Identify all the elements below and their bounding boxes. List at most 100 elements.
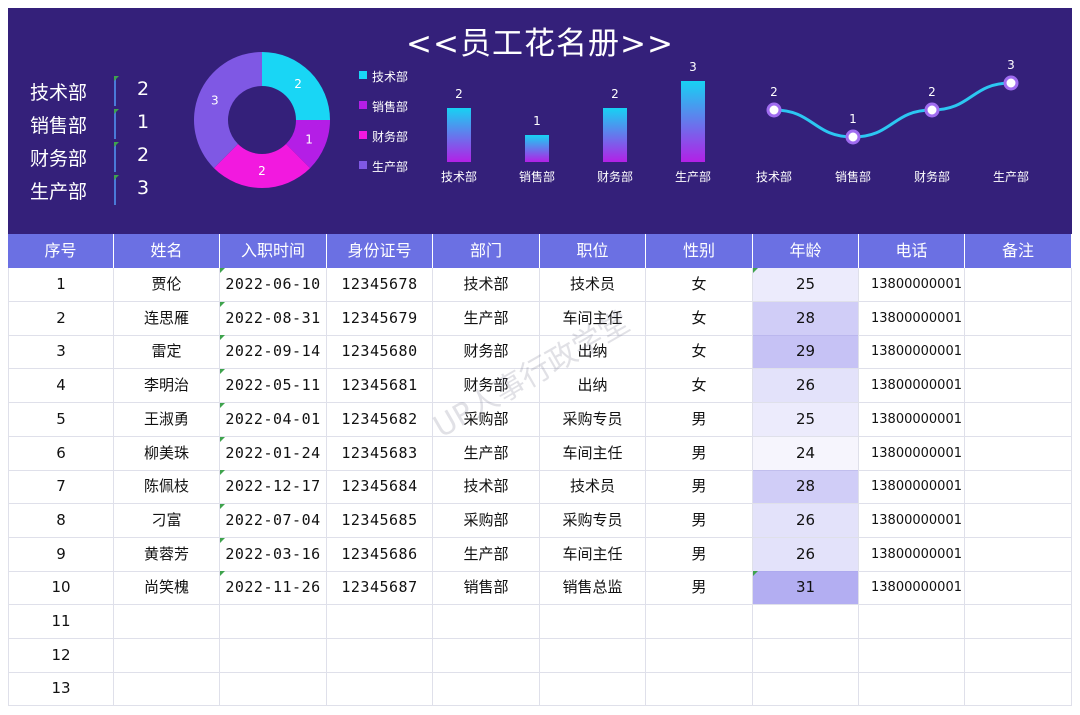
- cell-name[interactable]: 王淑勇: [114, 402, 220, 436]
- cell-age[interactable]: 24: [753, 436, 859, 470]
- cell-phone[interactable]: [859, 638, 965, 672]
- cell-index[interactable]: 8: [8, 503, 114, 537]
- cell-age[interactable]: 31: [753, 571, 859, 605]
- cell-index[interactable]: 2: [8, 301, 114, 335]
- col-header-department[interactable]: 部门: [433, 234, 540, 268]
- cell-index[interactable]: 1: [8, 268, 114, 301]
- col-header-phone[interactable]: 电话: [859, 234, 965, 268]
- cell-index[interactable]: 13: [8, 672, 114, 706]
- cell-gender[interactable]: 男: [646, 436, 753, 470]
- cell-age[interactable]: 25: [753, 268, 859, 301]
- cell-hire-date[interactable]: [220, 638, 327, 672]
- cell-name[interactable]: [114, 672, 220, 706]
- col-header-position[interactable]: 职位: [540, 234, 646, 268]
- cell-department[interactable]: [433, 605, 540, 638]
- cell-phone[interactable]: 13800000001: [859, 503, 965, 537]
- cell-position[interactable]: [540, 672, 646, 706]
- cell-gender[interactable]: [646, 638, 753, 672]
- cell-position[interactable]: 技术员: [540, 268, 646, 301]
- cell-gender[interactable]: 女: [646, 268, 753, 301]
- table-row[interactable]: 8 刁富 2022-07-04 12345685 采购部 采购专员男 26 138000000…: [8, 503, 1072, 538]
- cell-name[interactable]: 尚笑槐: [114, 571, 220, 605]
- cell-position[interactable]: [540, 638, 646, 672]
- summary-row-1[interactable]: 技术部 2: [30, 76, 160, 106]
- cell-index[interactable]: 5: [8, 402, 114, 436]
- cell-name[interactable]: 连思雁: [114, 301, 220, 335]
- summary-row-2[interactable]: 销售部 1: [30, 109, 160, 139]
- table-row[interactable]: 12: [8, 638, 1072, 673]
- line-point[interactable]: [924, 102, 940, 118]
- cell-gender[interactable]: 男: [646, 571, 753, 605]
- cell-index[interactable]: 10: [8, 571, 114, 605]
- cell-position[interactable]: 车间主任: [540, 301, 646, 335]
- cell-index[interactable]: 3: [8, 335, 114, 369]
- cell-index[interactable]: 6: [8, 436, 114, 470]
- cell-phone[interactable]: 13800000001: [859, 537, 965, 571]
- cell-department[interactable]: 生产部: [433, 436, 540, 470]
- bar-chart[interactable]: 2 技术部 1 销售部 2 财务部 3 生产部: [8, 8, 1072, 234]
- cell-notes[interactable]: [965, 605, 1072, 638]
- cell-hire-date[interactable]: 2022-08-31: [220, 301, 327, 335]
- cell-id-number[interactable]: 12345687: [327, 571, 433, 605]
- donut-slice[interactable]: [286, 120, 330, 169]
- cell-age[interactable]: 26: [753, 369, 859, 403]
- cell-name[interactable]: 陈佩枝: [114, 470, 220, 504]
- cell-id-number[interactable]: 12345680: [327, 335, 433, 369]
- col-header-gender[interactable]: 性别: [646, 234, 753, 268]
- cell-department[interactable]: 销售部: [433, 571, 540, 605]
- cell-notes[interactable]: [965, 571, 1072, 605]
- cell-phone[interactable]: [859, 605, 965, 638]
- cell-phone[interactable]: [859, 672, 965, 706]
- cell-position[interactable]: 车间主任: [540, 537, 646, 571]
- cell-notes[interactable]: [965, 369, 1072, 403]
- cell-age[interactable]: 25: [753, 402, 859, 436]
- cell-hire-date[interactable]: 2022-01-24: [220, 436, 327, 470]
- cell-id-number[interactable]: [327, 605, 433, 638]
- cell-id-number[interactable]: 12345678: [327, 268, 433, 301]
- cell-department[interactable]: 技术部: [433, 470, 540, 504]
- table-row[interactable]: 1 贾伦 2022-06-10 12345678 技术部 技术员女 25 1380000000…: [8, 268, 1072, 302]
- cell-department[interactable]: 采购部: [433, 503, 540, 537]
- cell-phone[interactable]: 13800000001: [859, 268, 965, 301]
- cell-id-number[interactable]: 12345681: [327, 369, 433, 403]
- cell-hire-date[interactable]: 2022-07-04: [220, 503, 327, 537]
- cell-name[interactable]: 黄蓉芳: [114, 537, 220, 571]
- cell-gender[interactable]: 女: [646, 301, 753, 335]
- line-series[interactable]: [773, 81, 1012, 139]
- cell-hire-date[interactable]: [220, 605, 327, 638]
- cell-department[interactable]: 财务部: [433, 369, 540, 403]
- donut-slice[interactable]: [262, 52, 330, 120]
- cell-age[interactable]: [753, 605, 859, 638]
- table-row[interactable]: 11: [8, 605, 1072, 639]
- table-row[interactable]: 2 连思雁 2022-08-31 12345679 生产部 车间主任女 28 13800000…: [8, 301, 1072, 336]
- bar[interactable]: [603, 108, 627, 162]
- col-header-id-number[interactable]: 身份证号: [327, 234, 433, 268]
- bar[interactable]: [681, 81, 705, 162]
- cell-phone[interactable]: 13800000001: [859, 470, 965, 504]
- cell-position[interactable]: 采购专员: [540, 503, 646, 537]
- cell-id-number[interactable]: [327, 672, 433, 706]
- cell-department[interactable]: 财务部: [433, 335, 540, 369]
- table-row[interactable]: 13: [8, 672, 1072, 707]
- cell-hire-date[interactable]: [220, 672, 327, 706]
- cell-position[interactable]: 采购专员: [540, 402, 646, 436]
- cell-id-number[interactable]: 12345686: [327, 537, 433, 571]
- cell-phone[interactable]: 13800000001: [859, 335, 965, 369]
- cell-gender[interactable]: 女: [646, 335, 753, 369]
- table-row[interactable]: 5 王淑勇 2022-04-01 12345682 采购部 采购专员男 25 13800000…: [8, 402, 1072, 437]
- cell-department[interactable]: [433, 638, 540, 672]
- cell-notes[interactable]: [965, 638, 1072, 672]
- cell-position[interactable]: 销售总监: [540, 571, 646, 605]
- cell-notes[interactable]: [965, 268, 1072, 301]
- cell-age[interactable]: 28: [753, 301, 859, 335]
- cell-gender[interactable]: [646, 605, 753, 638]
- cell-name[interactable]: [114, 605, 220, 638]
- cell-notes[interactable]: [965, 436, 1072, 470]
- cell-gender[interactable]: 女: [646, 369, 753, 403]
- table-row[interactable]: 4 李明治 2022-05-11 12345681 财务部 出纳女 26 1380000000…: [8, 369, 1072, 404]
- cell-hire-date[interactable]: 2022-11-26: [220, 571, 327, 605]
- donut-slice[interactable]: [213, 144, 311, 188]
- col-header-name[interactable]: 姓名: [114, 234, 220, 268]
- cell-age[interactable]: [753, 638, 859, 672]
- cell-phone[interactable]: 13800000001: [859, 369, 965, 403]
